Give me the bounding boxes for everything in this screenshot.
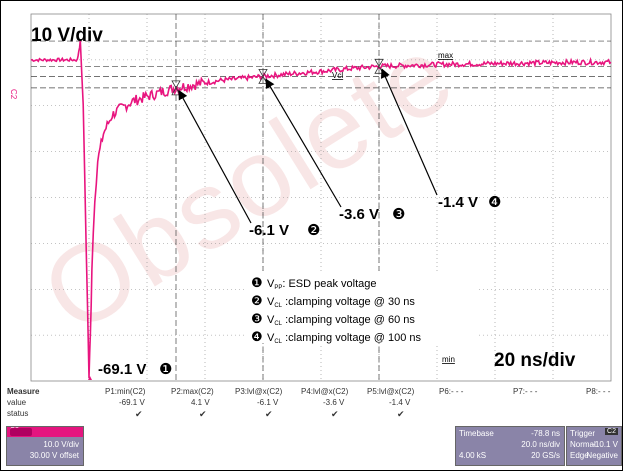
param-p4-status-check-icon: ✔	[331, 409, 339, 419]
svg-text:❸: ❸	[251, 311, 263, 326]
level-marker-3	[258, 68, 268, 84]
timebase-tdiv: 20.0 ns/div	[521, 440, 560, 449]
param-p5-status-check-icon: ✔	[397, 409, 405, 419]
channel-c2-descriptor[interactable]: C2 10.0 V/div 30.00 V offset	[6, 426, 84, 466]
timebase-descriptor[interactable]: Timebase -78.8 ns 20.0 ns/div 4.00 kS 20…	[455, 426, 565, 466]
legend: ❶ VPP: ESD peak voltage ❷ VCL :clamping …	[245, 271, 477, 345]
trigger-level: -10.1 V	[592, 440, 618, 449]
trigger-title: Trigger	[570, 429, 596, 438]
trigger-mode: Normal	[570, 440, 596, 449]
measure-header-row: Measure P1:min(C2) P2:max(C2) P3:lvl@x(C…	[1, 387, 622, 399]
level-marker-2	[171, 80, 181, 96]
svg-text:VCL :clamping voltage @ 100 ns: VCL :clamping voltage @ 100 ns	[267, 332, 421, 345]
param-p7-name[interactable]: P7:- - -	[513, 387, 538, 396]
trigger-descriptor[interactable]: Trigger C2 Normal -10.1 V Edge Negative	[566, 426, 622, 466]
annotation-arrow-4	[380, 68, 438, 196]
label-v60: -3.6 V	[339, 206, 379, 223]
param-p5-name[interactable]: P5:lvl@x(C2)	[367, 387, 415, 396]
label-v30: -6.1 V	[249, 222, 289, 239]
marker-2-v30: ❷	[307, 222, 320, 239]
reference-lines	[31, 14, 611, 381]
svg-text:VPP: ESD peak voltage: VPP: ESD peak voltage	[267, 278, 377, 291]
legend-item-v100: ❹ VCL :clamping voltage @ 100 ns	[251, 329, 421, 345]
param-p1-value: -69.1 V	[119, 398, 145, 407]
marker-1-vpp: ❶	[159, 361, 172, 378]
status-row-label: status	[7, 409, 29, 418]
annotation-arrow-3	[265, 78, 342, 208]
legend-item-vpp: ❶ VPP: ESD peak voltage	[251, 275, 377, 291]
legend-item-v60: ❸ VCL :clamping voltage @ 60 ns	[251, 311, 415, 327]
trigger-position-marker	[88, 376, 92, 380]
horizontal-scale-label: 20 ns/div	[494, 350, 576, 371]
param-p5-value: -1.4 V	[389, 398, 411, 407]
value-row-label: value	[7, 398, 27, 407]
trace-c2	[30, 40, 612, 379]
scope-plot: 10 V/div 20 ns/div -69.1 V ❶ -6.1 V ❷ -3…	[9, 13, 612, 382]
param-p3-status-check-icon: ✔	[265, 409, 273, 419]
trigger-type: Edge	[570, 451, 589, 460]
svg-text:❷: ❷	[251, 293, 263, 308]
param-p8-name[interactable]: P8:- - -	[586, 387, 611, 396]
param-p2-name[interactable]: P2:max(C2)	[171, 387, 214, 396]
timebase-samples: 4.00 kS	[459, 451, 487, 460]
svg-text:VCL :clamping voltage @ 30 ns: VCL :clamping voltage @ 30 ns	[267, 296, 415, 309]
param-p2-value: 4.1 V	[191, 398, 210, 407]
param-p3-name[interactable]: P3:lvl@x(C2)	[235, 387, 283, 396]
param-p4-value: -3.6 V	[323, 398, 345, 407]
channel-offset: 30.00 V offset	[29, 451, 79, 460]
trigger-source-tag: C2	[605, 428, 618, 435]
annotation-arrow-2	[178, 89, 252, 224]
vertical-scale-label: 10 V/div	[31, 25, 103, 46]
svg-text:❹: ❹	[251, 329, 263, 344]
param-p6-name[interactable]: P6:- - -	[439, 387, 464, 396]
channel-scale: 10.0 V/div	[43, 440, 79, 449]
svg-text:❶: ❶	[251, 275, 263, 290]
label-v100: -1.4 V	[438, 194, 478, 211]
annotation-arrows	[178, 68, 438, 224]
trigger-slope: Negative	[586, 451, 618, 460]
param-p1-status-check-icon: ✔	[135, 409, 143, 419]
param-p2-status-check-icon: ✔	[199, 409, 207, 419]
channel-marker-c2: C2	[9, 89, 18, 100]
measure-title: Measure	[7, 387, 40, 396]
param-p1-name[interactable]: P1:min(C2)	[105, 387, 146, 396]
param-p3-value: -6.1 V	[257, 398, 279, 407]
measure-status-row: status ✔ ✔ ✔ ✔ ✔	[1, 409, 622, 421]
marker-4-v100: ❹	[488, 194, 501, 211]
label-vpp: -69.1 V	[98, 361, 146, 378]
timebase-rate: 20 GS/s	[531, 451, 560, 460]
marker-3-v60: ❸	[392, 206, 405, 223]
timebase-delay: -78.8 ns	[531, 429, 560, 438]
svg-text:VCL :clamping voltage @ 60 ns: VCL :clamping voltage @ 60 ns	[267, 314, 415, 327]
timebase-title: Timebase	[459, 429, 494, 438]
legend-item-v30: ❷ VCL :clamping voltage @ 30 ns	[251, 293, 415, 309]
min-marker-label: min	[442, 355, 455, 364]
measure-value-row: value -69.1 V 4.1 V -6.1 V -3.6 V -1.4 V	[1, 398, 622, 410]
max-marker-label: max	[438, 51, 453, 60]
param-p4-name[interactable]: P4:lvl@x(C2)	[301, 387, 349, 396]
vcl-marker-label: Vcl	[332, 71, 343, 80]
